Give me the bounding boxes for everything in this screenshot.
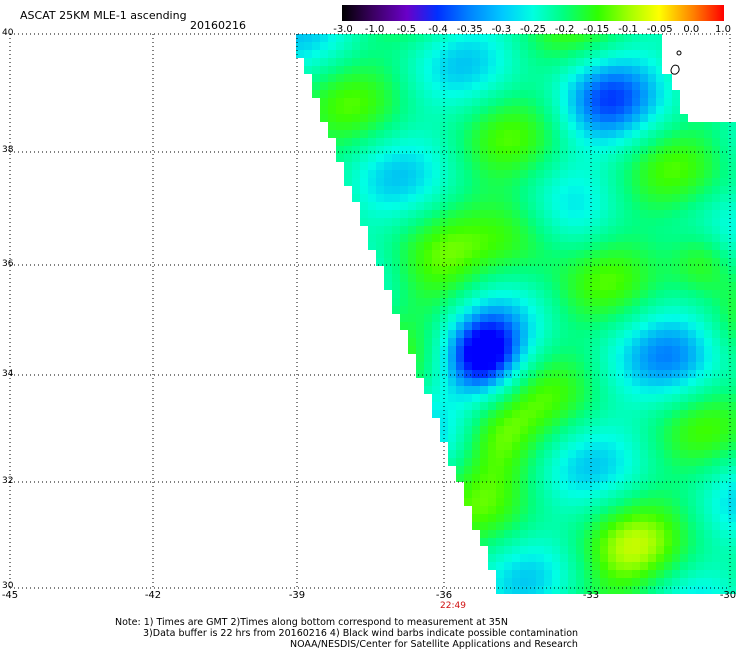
colorbar-label: -1.0: [364, 24, 385, 35]
product-date: 20160216: [190, 19, 246, 32]
colorbar-label: -0.5: [396, 24, 417, 35]
footer-credit: NOAA/NESDIS/Center for Satellite Applica…: [290, 639, 578, 650]
x-tick-neg42: -42: [144, 590, 162, 601]
x-tick-neg30: -30: [719, 590, 737, 601]
colorbar-label: -0.1: [618, 24, 638, 35]
y-tick-40: 40: [2, 28, 14, 38]
footer-note-line2: 3)Data buffer is 22 hrs from 20160216 4)…: [143, 628, 579, 639]
colorbar-label: -0.05: [646, 24, 673, 35]
y-tick-38: 38: [2, 145, 14, 155]
x-tick-neg45: -45: [1, 590, 19, 601]
y-tick-36: 36: [2, 259, 14, 269]
scatterometer-swath: [296, 34, 740, 594]
colorbar-label: 0.0: [683, 24, 700, 35]
colorbar-label: -0.25: [520, 24, 546, 35]
colorbar-label: -0.4: [428, 24, 448, 35]
lat-lon-grid: [9, 33, 731, 590]
y-tick-30: 30: [2, 581, 14, 591]
island-outline: [670, 50, 682, 75]
x-tick-neg33: -33: [582, 590, 600, 601]
x-tick-neg39: -39: [288, 590, 306, 601]
pass-time-label: 22:49: [440, 601, 466, 611]
colorbar-label: -0.2: [554, 24, 575, 35]
colorbar-label: -0.35: [456, 24, 483, 35]
y-tick-34: 34: [2, 369, 14, 379]
footer-note-line1: Note: 1) Times are GMT 2)Times along bot…: [115, 617, 508, 628]
colorbar-label: 1.0: [715, 24, 731, 35]
colorbar-label: -3.0: [333, 24, 353, 35]
colorbar-label: -0.3: [491, 24, 512, 35]
colorbar: [342, 5, 724, 21]
y-tick-32: 32: [2, 476, 14, 486]
colorbar-label: -0.15: [583, 24, 610, 35]
product-title: ASCAT 25KM MLE-1 ascending: [20, 9, 187, 22]
colorbar-gradient: [342, 5, 724, 21]
x-tick-neg36: -36: [435, 590, 453, 601]
